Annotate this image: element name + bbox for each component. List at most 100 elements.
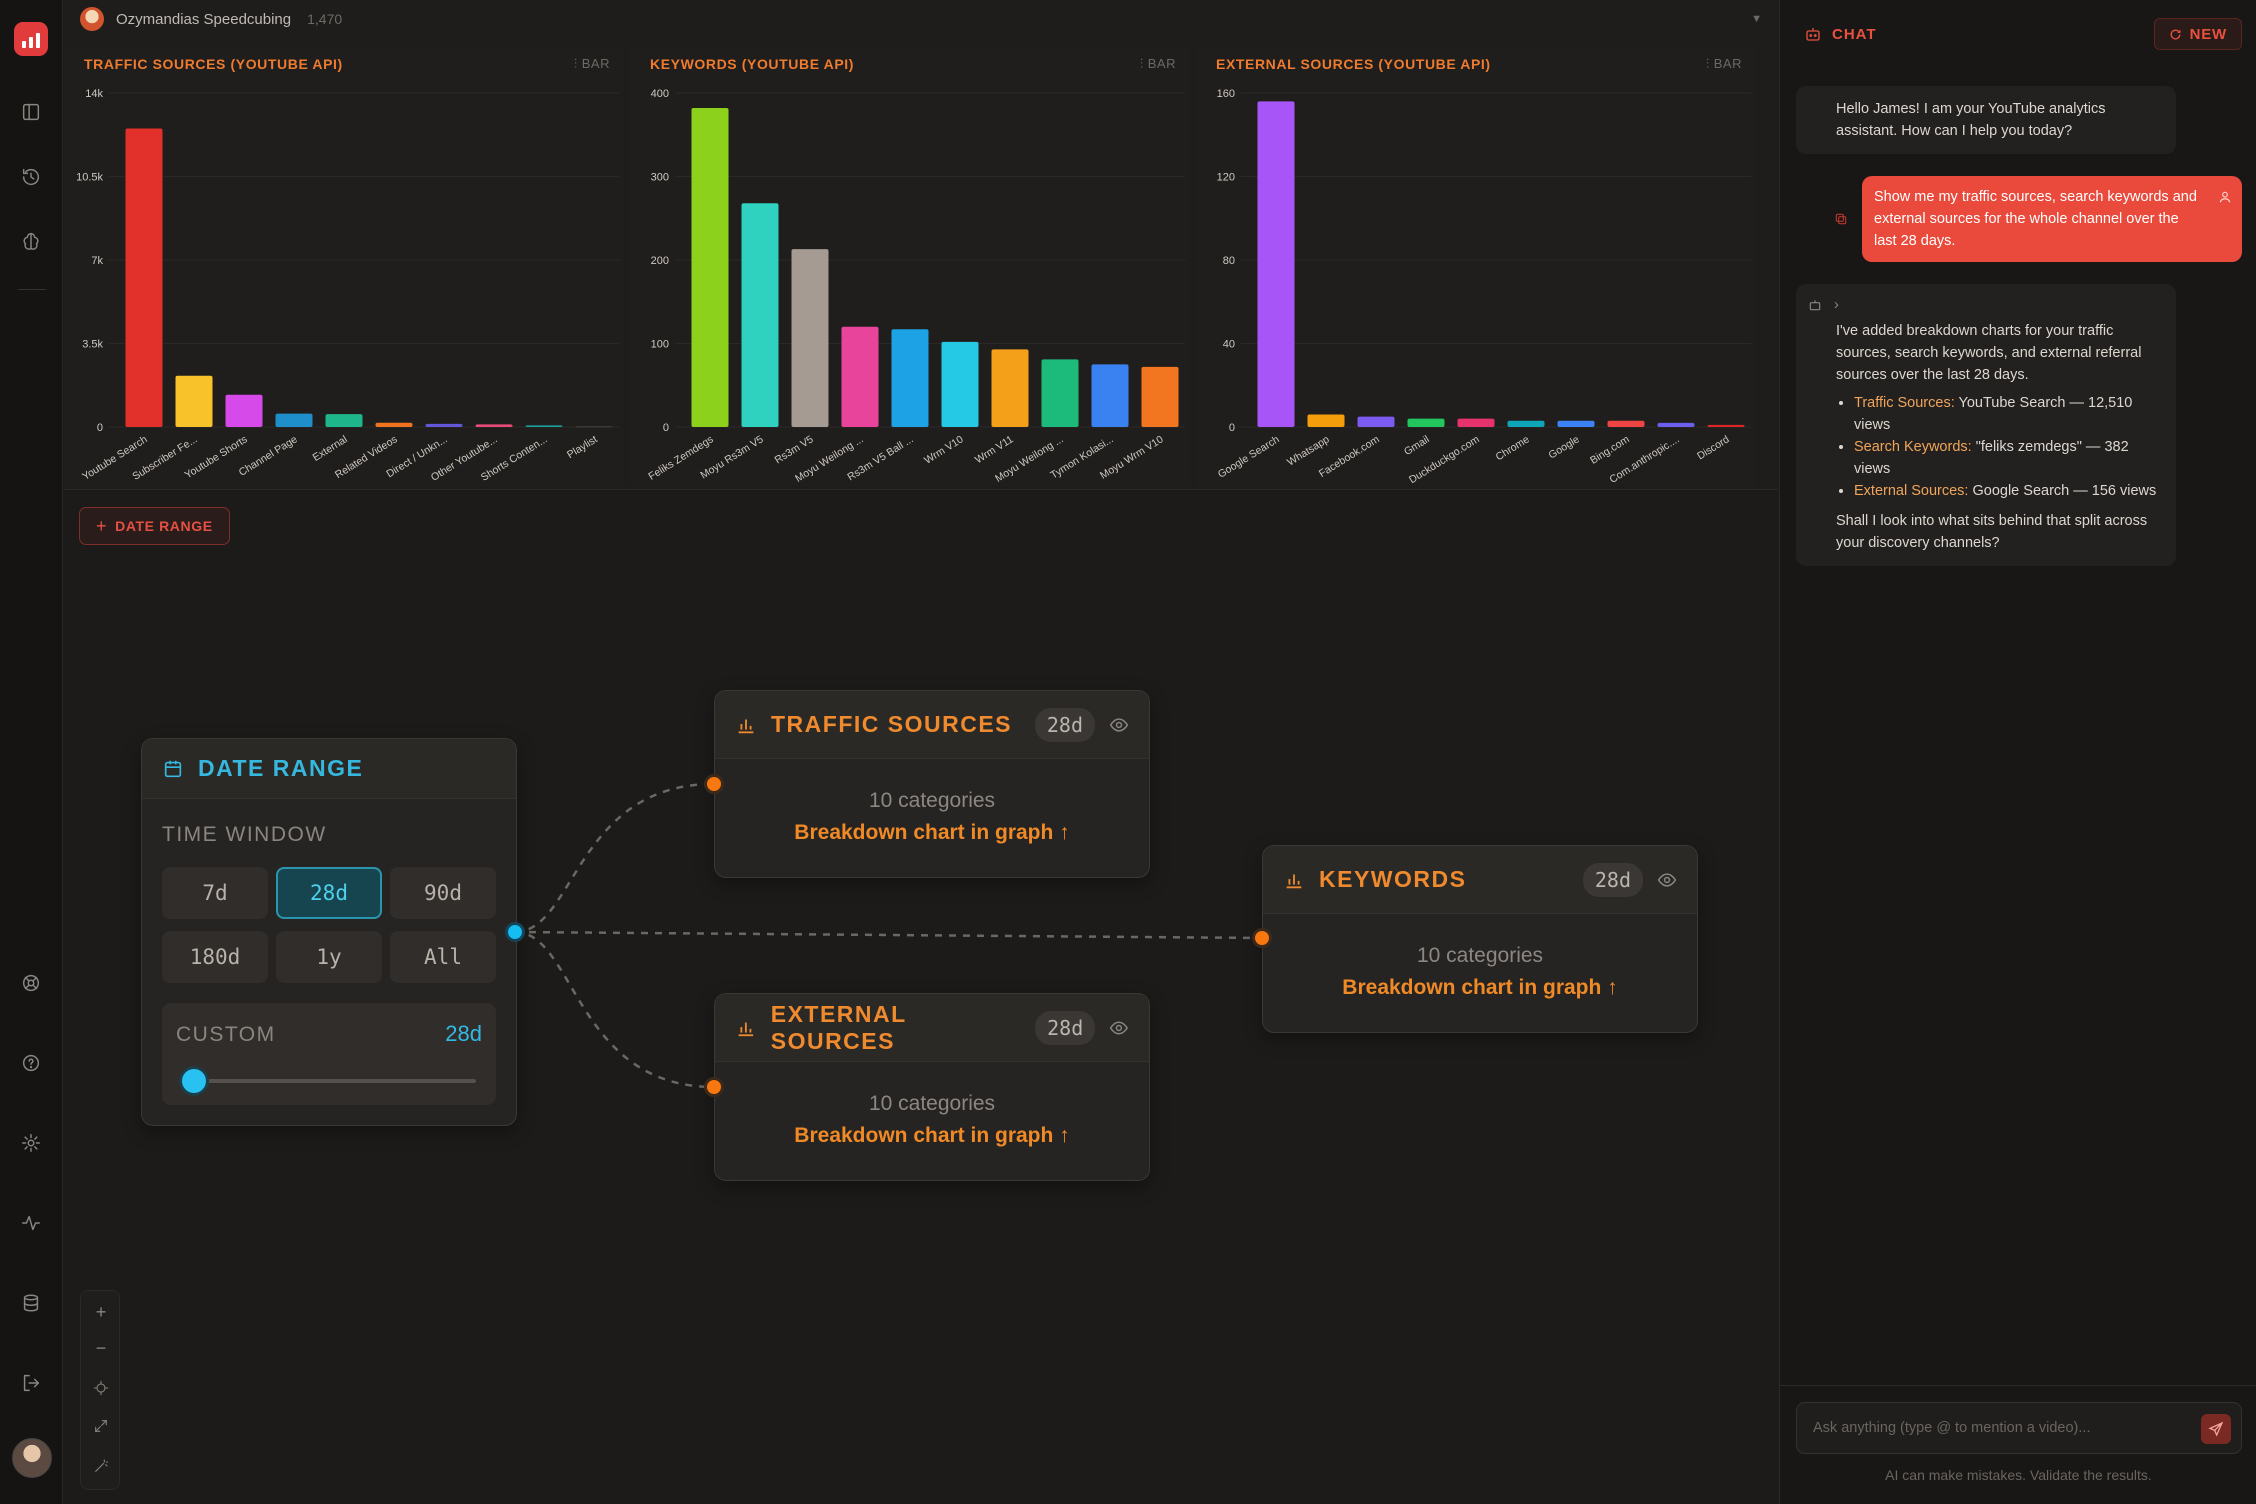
time-window-180d[interactable]: 180d <box>162 931 268 983</box>
reply-item: External Sources: Google Search — 156 vi… <box>1854 480 2162 502</box>
date-range-node[interactable]: DATE RANGE TIME WINDOW 7d 28d 90d 180d 1… <box>141 738 517 1126</box>
brain-icon[interactable] <box>16 226 46 256</box>
external-sources-node[interactable]: EXTERNAL SOURCES 28d 10 categories Break… <box>714 993 1150 1181</box>
y-tick-label: 40 <box>1223 339 1235 351</box>
refresh-icon <box>2170 29 2181 39</box>
bar[interactable] <box>1307 414 1345 427</box>
breakdown-link[interactable]: Breakdown chart in graph ↑ <box>1342 976 1618 999</box>
y-tick-label: 10.5k <box>76 172 103 184</box>
eye-icon[interactable] <box>1109 715 1129 735</box>
node-header[interactable]: EXTERNAL SOURCES 28d <box>715 994 1149 1062</box>
date-range-node-header[interactable]: DATE RANGE <box>142 739 516 799</box>
chart-type-label[interactable]: ⫶ BAR <box>1705 56 1742 71</box>
bar[interactable] <box>691 108 729 427</box>
help-icon[interactable] <box>16 1048 46 1078</box>
y-tick-label: 120 <box>1217 172 1235 184</box>
zoom-in-icon[interactable]: + <box>95 1301 107 1322</box>
y-tick-label: 0 <box>97 422 103 434</box>
traffic-sources-input-port[interactable] <box>704 774 724 794</box>
time-window-28d[interactable]: 28d <box>276 867 382 919</box>
bar[interactable] <box>1357 416 1395 427</box>
activity-icon[interactable] <box>16 1208 46 1238</box>
app-logo[interactable] <box>14 22 48 56</box>
expand-reasoning-toggle[interactable]: › <box>1834 297 1839 313</box>
breakdown-link[interactable]: Breakdown chart in graph ↑ <box>794 1124 1070 1147</box>
zoom-out-icon[interactable]: − <box>95 1337 107 1358</box>
chevron-down-icon[interactable]: ▼ <box>1751 13 1762 25</box>
external-sources-input-port[interactable] <box>704 1077 724 1097</box>
bar[interactable] <box>991 349 1029 427</box>
charts-strip: Ozymandias Speedcubing 1,470 ▼ TRAFFIC S… <box>64 0 1778 490</box>
bar[interactable] <box>575 426 613 428</box>
bar[interactable] <box>525 425 563 427</box>
reply-list: Traffic Sources: YouTube Search — 12,510… <box>1854 392 2162 502</box>
custom-label: CUSTOM <box>176 1023 276 1046</box>
fit-view-icon[interactable] <box>90 1377 112 1399</box>
history-icon[interactable] <box>16 162 46 192</box>
bar[interactable] <box>1557 420 1595 427</box>
y-tick-label: 200 <box>651 255 669 267</box>
y-tick-label: 7k <box>91 255 103 267</box>
custom-range-slider[interactable] <box>182 1069 476 1093</box>
traffic-sources-node[interactable]: TRAFFIC SOURCES 28d 10 categories Breakd… <box>714 690 1150 878</box>
bar[interactable] <box>1257 101 1295 427</box>
panel-toggle-icon[interactable] <box>16 97 46 127</box>
bar[interactable] <box>1041 359 1079 427</box>
bar[interactable] <box>1457 418 1495 427</box>
bar[interactable] <box>1091 364 1129 427</box>
channel-count: 1,470 <box>307 11 343 27</box>
bar[interactable] <box>1141 366 1179 427</box>
bar[interactable] <box>175 375 213 427</box>
time-window-all[interactable]: All <box>390 931 496 983</box>
new-chat-button[interactable]: NEW <box>2153 18 2242 50</box>
support-icon[interactable] <box>16 968 46 998</box>
bar[interactable] <box>325 414 363 427</box>
time-window-90d[interactable]: 90d <box>390 867 496 919</box>
time-window-1y[interactable]: 1y <box>276 931 382 983</box>
bar[interactable] <box>425 423 463 427</box>
node-header[interactable]: KEYWORDS 28d <box>1263 846 1697 914</box>
bar[interactable] <box>741 203 779 427</box>
database-icon[interactable] <box>16 1288 46 1318</box>
y-tick-label: 400 <box>651 88 669 100</box>
bar[interactable] <box>1607 420 1645 427</box>
copy-icon[interactable] <box>1834 212 1848 226</box>
magic-wand-icon[interactable] <box>90 1455 112 1477</box>
eye-icon[interactable] <box>1657 870 1677 890</box>
bar[interactable] <box>891 329 929 427</box>
bar[interactable] <box>791 249 829 427</box>
chart-type-label[interactable]: ⫶ BAR <box>573 56 610 71</box>
bar[interactable] <box>1407 418 1445 427</box>
time-window-7d[interactable]: 7d <box>162 867 268 919</box>
settings-gear-icon[interactable] <box>16 1128 46 1158</box>
node-header[interactable]: TRAFFIC SOURCES 28d <box>715 691 1149 759</box>
bar[interactable] <box>375 422 413 427</box>
bar[interactable] <box>1657 422 1695 427</box>
user-avatar[interactable] <box>12 1438 52 1478</box>
bar[interactable] <box>125 128 163 427</box>
expand-icon[interactable] <box>90 1415 112 1437</box>
bar[interactable] <box>941 341 979 427</box>
keywords-input-port[interactable] <box>1252 928 1272 948</box>
custom-value: 28d <box>445 1021 482 1046</box>
date-range-output-port[interactable] <box>505 922 525 942</box>
bar[interactable] <box>225 394 263 427</box>
bar[interactable] <box>275 413 313 427</box>
node-wires <box>514 782 1263 1089</box>
bar[interactable] <box>1507 420 1545 427</box>
chat-input[interactable] <box>1797 1403 2187 1453</box>
slider-thumb[interactable] <box>182 1069 206 1093</box>
logout-icon[interactable] <box>16 1368 46 1398</box>
channel-name[interactable]: Ozymandias Speedcubing <box>116 10 292 28</box>
chart-type-label[interactable]: ⫶ BAR <box>1139 56 1176 71</box>
bar[interactable] <box>1707 424 1745 427</box>
breakdown-link[interactable]: Breakdown chart in graph ↑ <box>794 821 1070 844</box>
eye-icon[interactable] <box>1109 1018 1129 1038</box>
channel-bar: Ozymandias Speedcubing 1,470 ▼ <box>64 0 1778 38</box>
send-button[interactable] <box>2201 1414 2231 1444</box>
bar[interactable] <box>841 326 879 427</box>
bar[interactable] <box>475 424 513 427</box>
add-date-range-button[interactable]: + DATE RANGE <box>79 507 230 545</box>
keywords-node[interactable]: KEYWORDS 28d 10 categories Breakdown cha… <box>1262 845 1698 1033</box>
y-tick-label: 80 <box>1223 255 1235 267</box>
